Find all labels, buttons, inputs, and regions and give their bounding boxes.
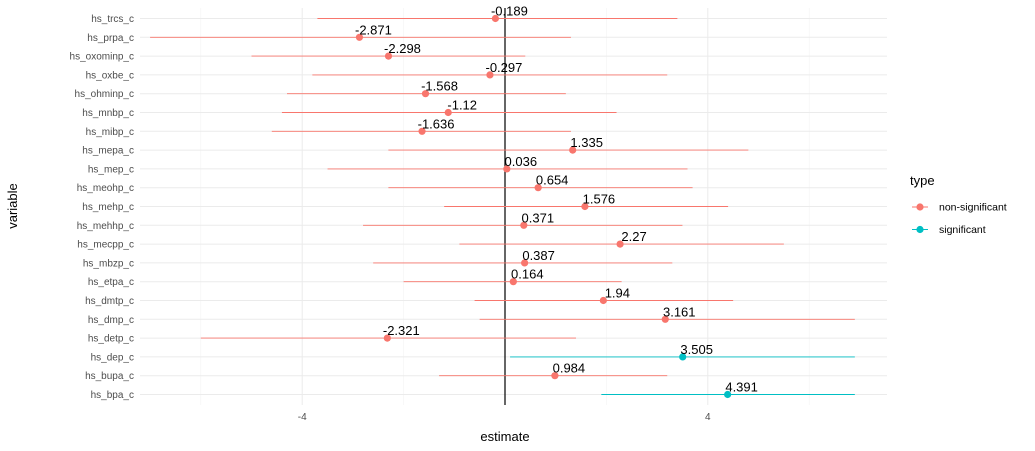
data-label: 0.371 xyxy=(522,210,555,225)
data-label: -0.189 xyxy=(491,4,528,19)
data-label: 1.94 xyxy=(605,286,630,301)
estimate-point xyxy=(509,278,517,286)
estimate-point xyxy=(661,315,669,323)
y-tick-label: hs_dep_c xyxy=(91,352,134,363)
y-tick-label: hs_prpa_c xyxy=(87,33,134,44)
estimate-point xyxy=(679,353,687,361)
data-label: -0.297 xyxy=(486,60,523,75)
y-tick-label: hs_mbzp_c xyxy=(83,258,134,269)
legend-key-point xyxy=(916,203,924,211)
estimate-point xyxy=(355,33,364,41)
y-axis-title: variable xyxy=(5,183,20,229)
legend-title: type xyxy=(910,173,935,188)
y-tick-label: hs_etpa_c xyxy=(88,277,134,288)
estimate-point xyxy=(520,221,528,229)
y-tick-label: hs_meohp_c xyxy=(77,183,134,194)
estimate-point xyxy=(521,259,529,267)
estimate-point xyxy=(599,296,607,305)
estimate-point xyxy=(444,108,452,117)
data-label: -2.321 xyxy=(383,323,420,338)
y-tick-label: hs_trcs_c xyxy=(91,14,134,25)
data-label: 0.164 xyxy=(511,267,544,282)
y-tick-label: hs_dmp_c xyxy=(88,315,134,326)
estimate-point xyxy=(616,240,624,248)
estimate-points xyxy=(355,14,732,399)
legend-entries: non-significant significant xyxy=(912,202,1007,236)
estimate-point xyxy=(418,127,426,135)
y-tick-label: hs_mecpp_c xyxy=(77,240,134,251)
estimate-point xyxy=(551,372,559,380)
data-label: -1.568 xyxy=(421,79,458,94)
data-label: 3.161 xyxy=(663,304,696,319)
y-tick-label: hs_bpa_c xyxy=(91,390,134,401)
data-label: 3.505 xyxy=(680,342,713,357)
estimate-point xyxy=(534,184,542,192)
y-tick-label: hs_mnbp_c xyxy=(82,108,134,119)
y-tick-label: hs_mep_c xyxy=(88,164,134,175)
data-label: 0.387 xyxy=(522,248,555,263)
x-axis-title: estimate xyxy=(480,429,529,444)
data-label: -2.871 xyxy=(355,22,392,37)
estimate-point xyxy=(486,71,494,79)
data-label: 1.335 xyxy=(570,135,603,150)
data-label: -1.12 xyxy=(447,98,477,113)
estimate-point xyxy=(503,165,511,173)
x-tick-label: -4 xyxy=(298,412,307,423)
estimate-point xyxy=(724,390,732,399)
estimate-point xyxy=(569,146,577,154)
legend-label: significant xyxy=(939,224,986,236)
y-tick-label: hs_detp_c xyxy=(88,334,134,345)
x-tick-label: 4 xyxy=(705,412,711,423)
data-label: 0.036 xyxy=(505,154,538,169)
y-tick-label: hs_dmtp_c xyxy=(85,296,134,307)
data-label: 0.984 xyxy=(553,361,586,376)
y-tick-label: hs_bupa_c xyxy=(85,371,134,382)
estimate-point xyxy=(383,334,391,342)
y-tick-label: hs_mepa_c xyxy=(82,146,134,157)
estimate-point xyxy=(491,14,500,23)
data-label: 0.654 xyxy=(536,173,569,188)
data-labels: -0.189 -2.871 -2.298 -0.297 -1.568 -1.12 -1.63… xyxy=(355,4,758,395)
estimate-point xyxy=(384,52,393,60)
y-tick-label: hs_mehhp_c xyxy=(77,221,134,232)
y-tick-label: hs_ohminp_c xyxy=(75,89,134,100)
data-label: -1.636 xyxy=(418,116,455,131)
data-label: 1.576 xyxy=(583,192,616,207)
y-axis-tick-labels: hs_trcs_c hs_prpa_c hs_oxominp_c hs_oxbe_ch… xyxy=(70,14,134,401)
data-label: -2.298 xyxy=(384,41,421,56)
estimate-point xyxy=(581,202,589,211)
y-tick-label: hs_mibp_c xyxy=(86,127,134,138)
estimate-point xyxy=(421,90,430,98)
y-tick-label: hs_mehp_c xyxy=(82,202,134,213)
y-tick-label: hs_oxbe_c xyxy=(86,70,134,81)
y-tick-label: hs_oxominp_c xyxy=(70,52,134,63)
legend: type non-significant significant xyxy=(910,173,1007,236)
data-label: 2.27 xyxy=(621,229,646,244)
x-axis-tick-labels: -4 4 xyxy=(298,412,711,423)
legend-key-point xyxy=(916,225,924,234)
data-label: 4.391 xyxy=(725,380,758,395)
legend-label: non-significant xyxy=(939,202,1007,214)
